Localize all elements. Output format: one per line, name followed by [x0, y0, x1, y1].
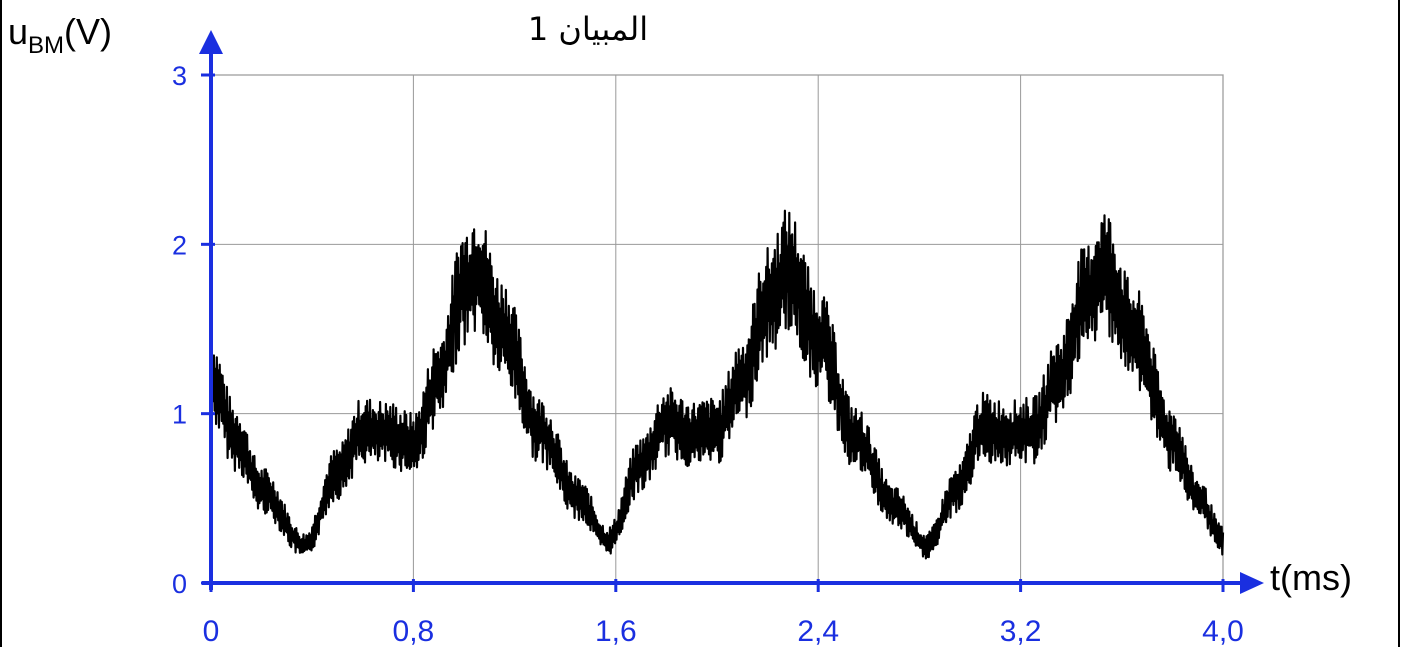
- y-axis-arrow: [199, 30, 223, 54]
- y-axis-unit: (V): [64, 11, 112, 52]
- x-tick-label: 2,4: [797, 615, 839, 648]
- chart-title: المبيان 1: [528, 10, 648, 48]
- y-tick-label: 0: [172, 569, 187, 599]
- signal-line: [209, 209, 1225, 560]
- signal-trace: [209, 209, 1225, 560]
- axes: [199, 30, 1264, 594]
- y-tick-label: 1: [172, 400, 187, 430]
- x-axis-label: t(ms): [1270, 557, 1352, 598]
- x-tick-label: 0: [203, 615, 220, 648]
- x-axis-arrow: [1240, 572, 1264, 594]
- x-tick-label: 3,2: [1000, 615, 1042, 648]
- x-tick-labels: 0 0,8 1,6 2,4 3,2 4,0: [203, 615, 1244, 648]
- x-tick-label: 1,6: [595, 615, 637, 648]
- y-tick-label: 3: [172, 61, 187, 91]
- y-axis-symbol: u: [8, 11, 28, 52]
- x-tick-label: 0,8: [393, 615, 435, 648]
- y-axis-label: uBM(V): [8, 11, 112, 59]
- y-tick-labels: 0 1 2 3: [172, 61, 187, 599]
- y-axis-subscript: BM: [28, 32, 64, 59]
- x-tick-label: 4,0: [1202, 615, 1244, 648]
- y-tick-label: 2: [172, 230, 187, 260]
